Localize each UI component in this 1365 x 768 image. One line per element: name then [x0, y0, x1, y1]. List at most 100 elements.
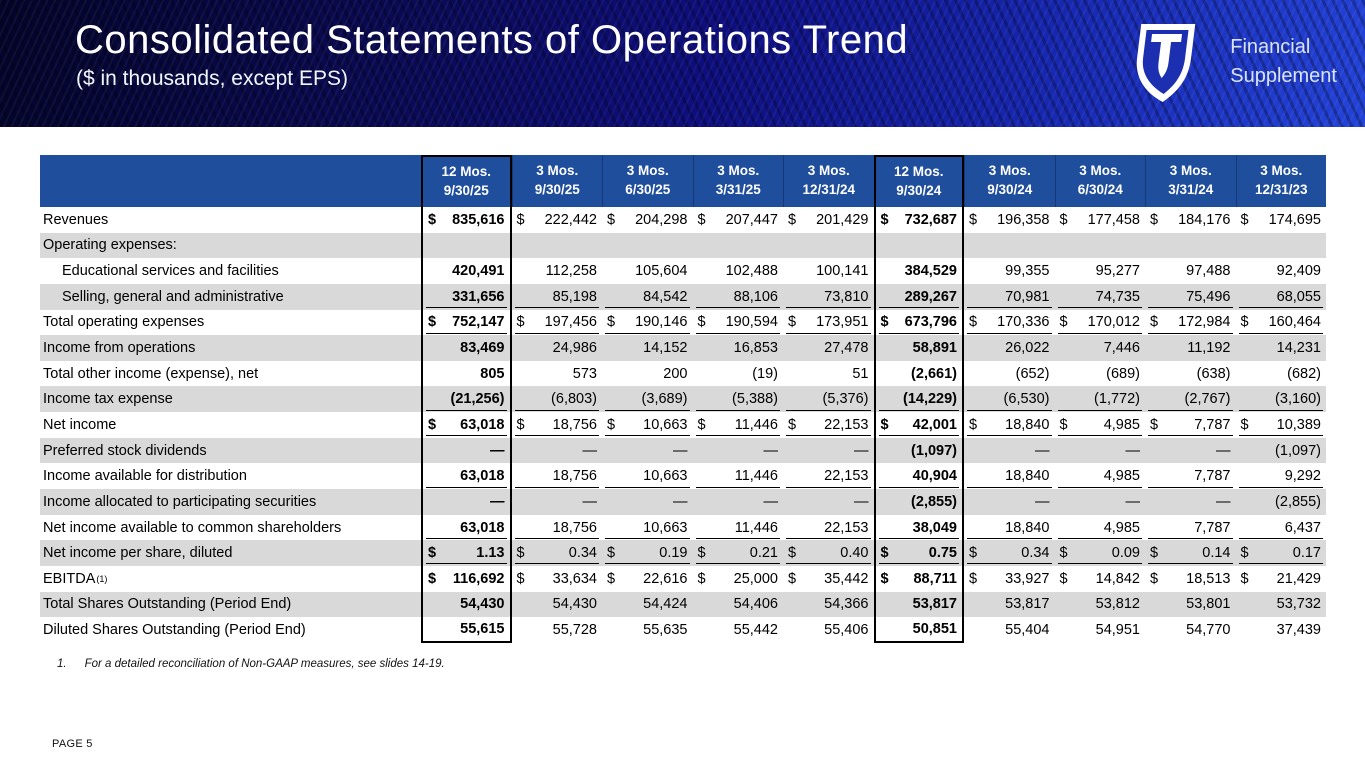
- value-cell: 102,488: [725, 263, 778, 280]
- cell-underline: [878, 537, 959, 539]
- cell-underline: [695, 307, 780, 309]
- cell-underline: [1057, 537, 1142, 539]
- value-cell: 75,496: [1145, 284, 1236, 310]
- dollar-sign: $: [516, 211, 525, 228]
- dollar-sign: $: [1240, 570, 1249, 587]
- row-label: Net income per share, diluted: [43, 545, 233, 562]
- value-cell: $10,663: [602, 412, 693, 438]
- table-row: Net income per share, diluted $1.13 $0.34 $…: [40, 540, 1326, 566]
- value-cell: 26,022: [1005, 340, 1050, 357]
- value-cell: 55,406: [824, 622, 869, 639]
- value-cell: —: [1125, 493, 1141, 510]
- value-cell: $752,147: [421, 309, 512, 336]
- cell-underline: [695, 563, 780, 565]
- dollar-sign: $: [607, 416, 616, 433]
- value-cell: 54,951: [1095, 622, 1140, 639]
- value-cell: —: [854, 442, 869, 459]
- cell-underline: [605, 486, 690, 488]
- value-cell: 289,267: [873, 283, 964, 310]
- dollar-sign: $: [1059, 314, 1068, 331]
- table-row: Total other income (expense), net 805 573 2…: [40, 360, 1326, 387]
- dollar-sign: $: [969, 314, 978, 331]
- value-cell: —: [421, 437, 512, 464]
- value-cell: —: [763, 493, 779, 510]
- value-cell: $197,456: [512, 310, 603, 336]
- value-cell: (21,256): [421, 386, 512, 413]
- column-header: 3 Mos. 9/30/25: [511, 155, 603, 207]
- cell-underline: [1238, 307, 1323, 309]
- value-cell: $732,687: [873, 207, 964, 233]
- table-row: Diluted Shares Outstanding (Period End) 5…: [40, 617, 1326, 643]
- value-cell: 16,853: [733, 340, 778, 357]
- page-subtitle: ($ in thousands, except EPS): [76, 67, 348, 90]
- cell-underline: [878, 307, 959, 309]
- value-cell: 14,152: [643, 340, 688, 357]
- cell-underline: [878, 435, 959, 437]
- value-cell: $33,927: [969, 570, 1050, 587]
- cell-underline: [605, 563, 690, 565]
- value-cell: $0.34: [964, 540, 1055, 566]
- value-cell: $4,985: [1055, 412, 1146, 438]
- value-cell: $160,464: [1236, 310, 1327, 336]
- dollar-sign: $: [788, 314, 797, 331]
- cell-underline: [514, 435, 599, 437]
- value-cell: $116,692: [421, 565, 512, 592]
- column-header: 3 Mos. 3/31/24: [1145, 155, 1236, 207]
- value-cell: 73,810: [783, 284, 874, 310]
- value-cell: 11,446: [693, 463, 784, 489]
- cell-underline: [786, 307, 871, 309]
- value-cell: $22,153: [783, 412, 874, 438]
- value-cell: $18,756: [512, 412, 603, 438]
- dollar-sign: $: [607, 211, 616, 228]
- value-cell: 55,615: [421, 617, 512, 643]
- value-cell: 88,106: [693, 284, 784, 310]
- value-cell: 74,735: [1055, 284, 1146, 310]
- value-cell: (652): [1015, 365, 1050, 382]
- cell-underline: [514, 537, 599, 539]
- value-cell: $18,513: [1150, 570, 1231, 587]
- row-label: Total Shares Outstanding (Period End): [43, 596, 292, 613]
- value-cell: 58,891: [873, 335, 964, 361]
- dollar-sign: $: [697, 570, 706, 587]
- value-cell: —: [582, 493, 598, 510]
- value-cell: $0.14: [1145, 540, 1236, 566]
- row-label: Income allocated to participating securi…: [43, 493, 317, 510]
- row-label: Diluted Shares Outstanding (Period End): [43, 622, 306, 639]
- value-cell: 22,153: [783, 515, 874, 541]
- cell-underline: [1057, 332, 1142, 334]
- value-cell: [693, 233, 784, 259]
- column-header: 12 Mos. 9/30/24: [873, 155, 964, 207]
- cell-underline: [1148, 332, 1233, 334]
- cell-underline: [786, 563, 871, 565]
- cell-underline: [605, 537, 690, 539]
- value-cell: 50,851: [873, 617, 964, 643]
- value-cell: 7,446: [1103, 340, 1140, 357]
- value-cell: —: [673, 442, 688, 459]
- cell-underline: [1057, 563, 1142, 565]
- row-label: Total operating expenses: [43, 314, 205, 331]
- value-cell: 54,406: [733, 596, 778, 613]
- value-cell: (2,855): [873, 489, 964, 515]
- footnote-text: For a detailed reconciliation of Non-GAA…: [84, 658, 445, 670]
- cell-underline: [426, 563, 507, 565]
- value-cell: 7,787: [1145, 463, 1236, 489]
- value-cell: $207,447: [697, 211, 779, 228]
- value-cell: 54,366: [824, 596, 869, 613]
- table-row: Revenues $835,616 $222,442 $204,298 $207,447…: [40, 207, 1326, 233]
- value-cell: $0.34: [512, 540, 603, 566]
- cell-underline: [878, 563, 959, 565]
- value-cell: 18,840: [964, 515, 1055, 541]
- value-cell: 37,439: [1276, 622, 1321, 639]
- dollar-sign: $: [880, 314, 889, 331]
- uti-logo-icon: [1137, 24, 1196, 102]
- cell-underline: [786, 537, 871, 539]
- value-cell: 54,430: [421, 591, 512, 618]
- value-cell: $0.21: [693, 540, 784, 566]
- value-cell: $10,389: [1236, 412, 1327, 438]
- column-header: 3 Mos. 12/31/23: [1235, 155, 1327, 207]
- table-row: EBITDA (1) $116,692 $33,634 $22,616 $25,000 $3…: [40, 565, 1326, 592]
- value-cell: 63,018: [421, 463, 512, 490]
- dollar-sign: $: [697, 545, 706, 562]
- value-cell: [602, 233, 693, 259]
- value-cell: —: [1216, 493, 1231, 510]
